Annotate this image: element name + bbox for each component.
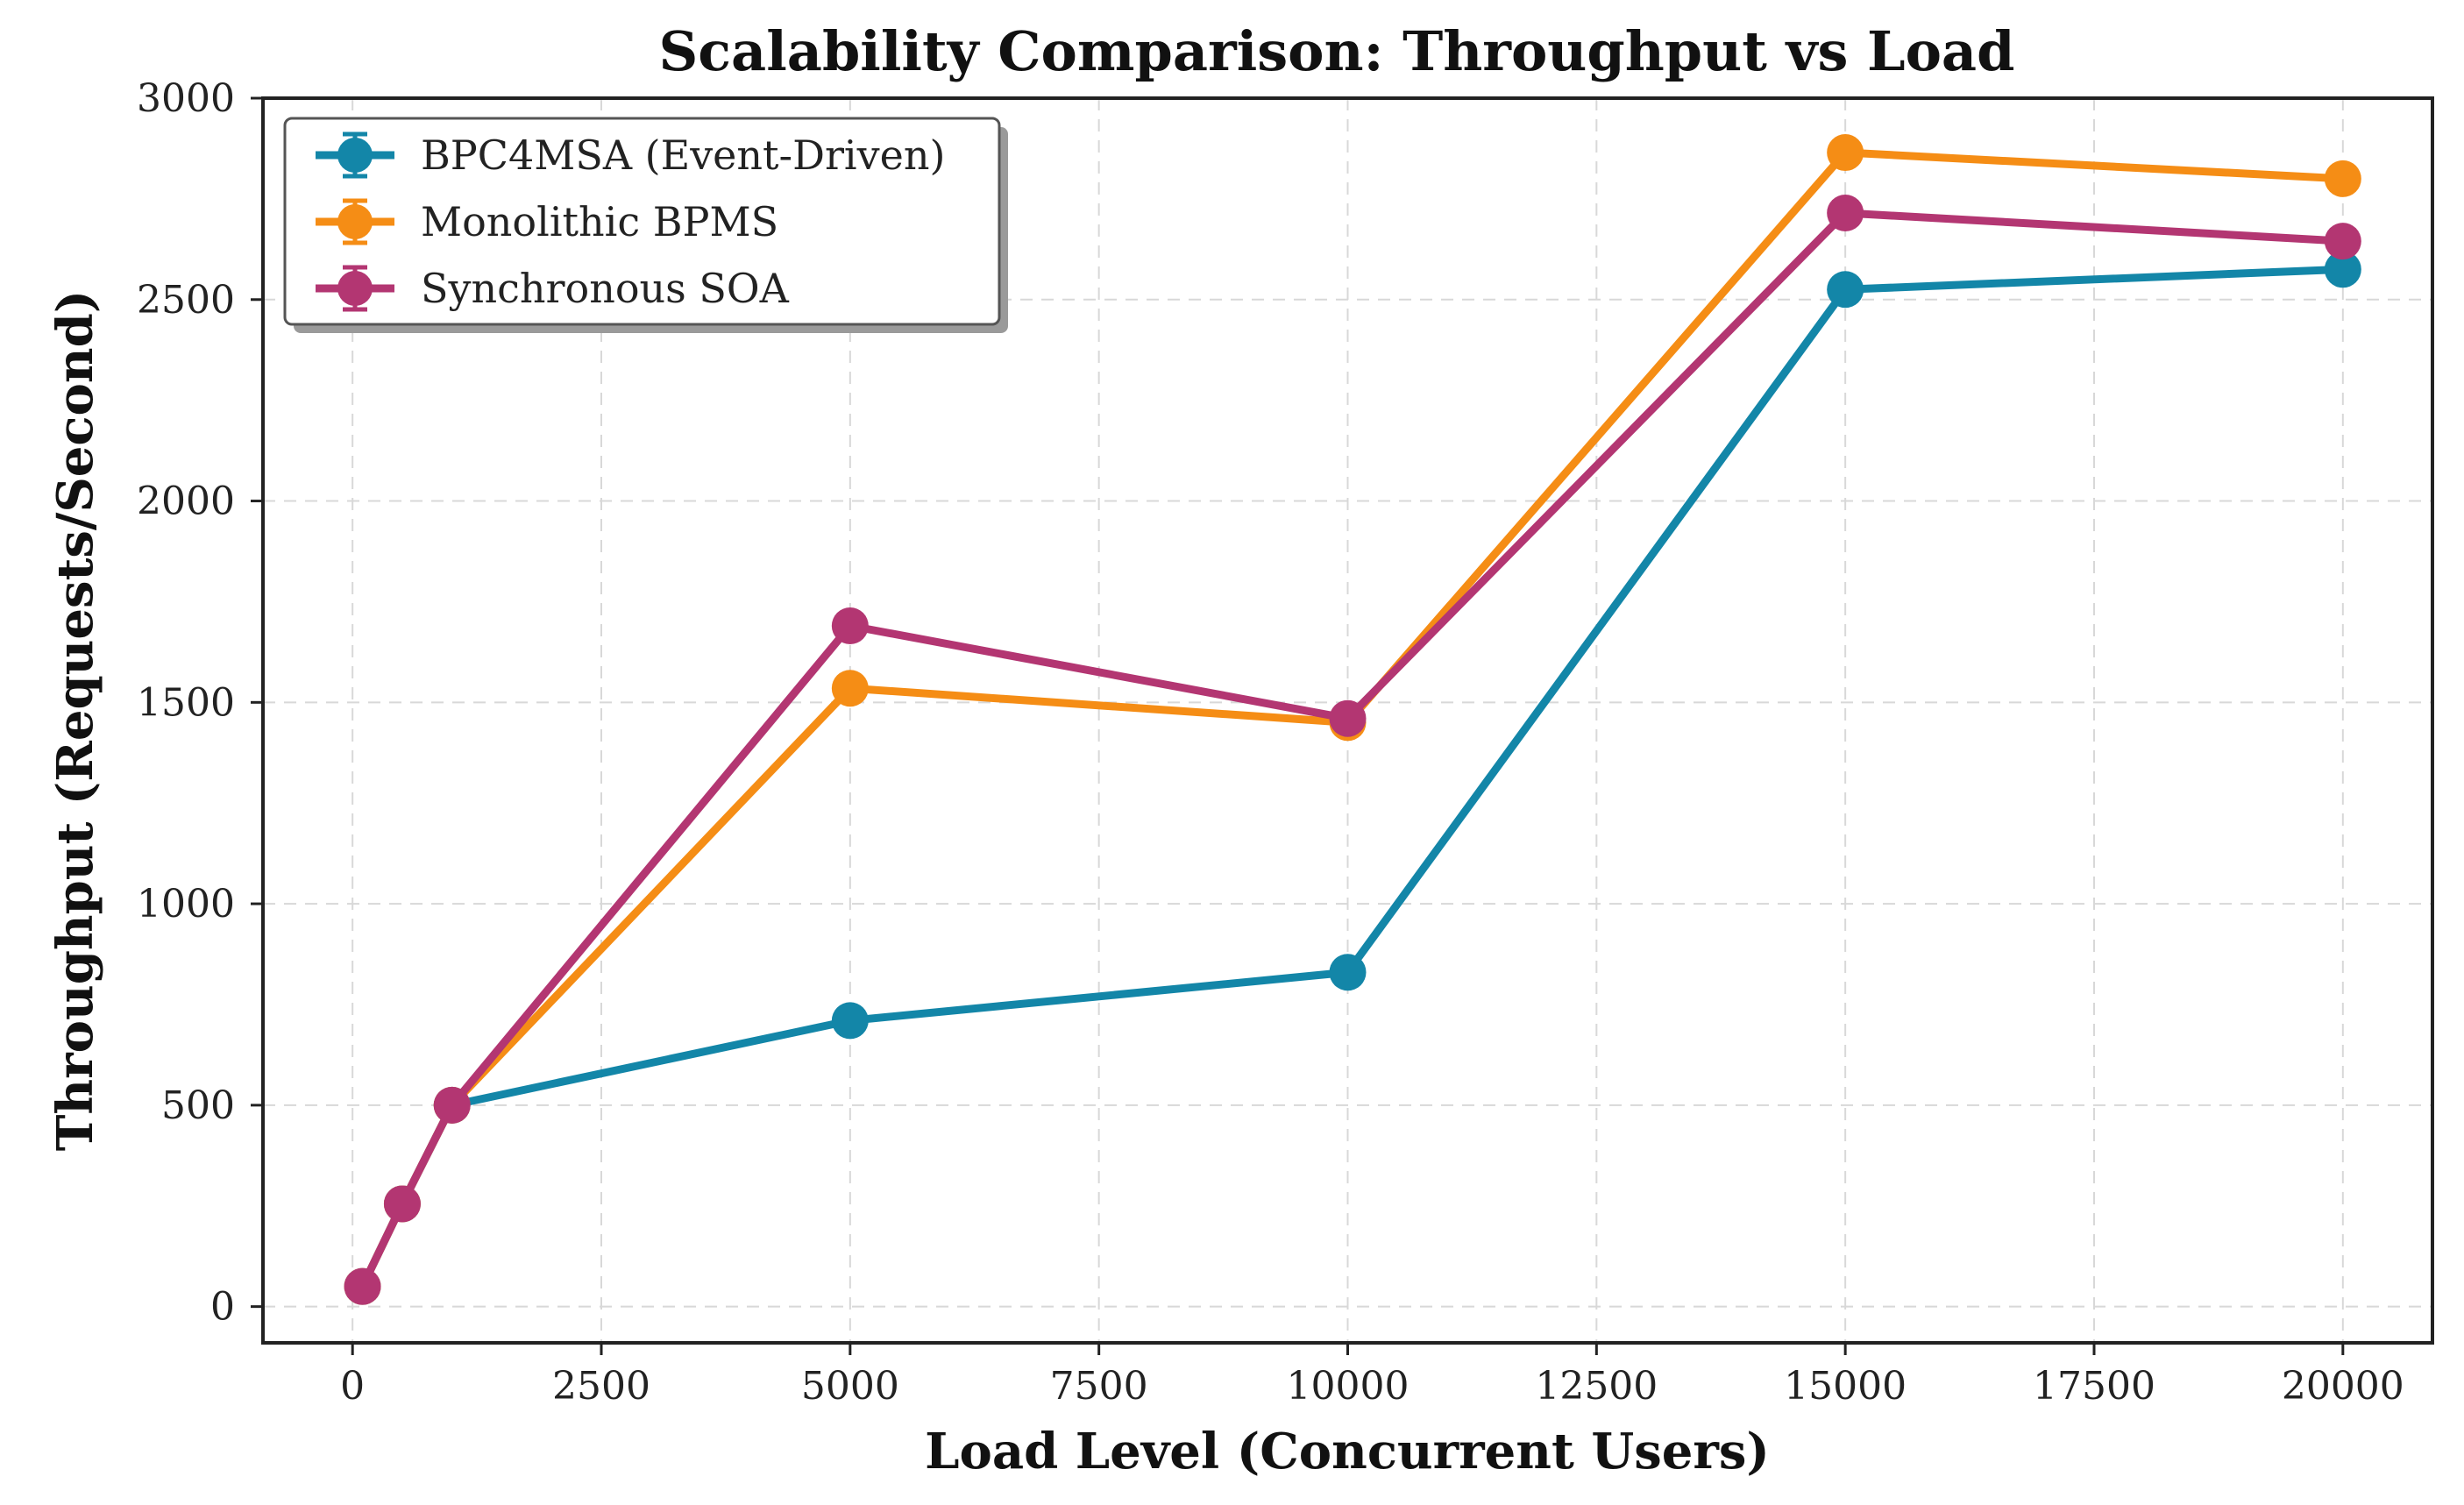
data-point [1827,194,1864,231]
data-point [1329,699,1367,737]
y-axis-label: Throughput (Requests/Second) [46,290,104,1152]
data-point [383,1185,421,1223]
y-tick-label: 1000 [137,882,235,926]
data-point [344,1267,381,1305]
axis-ticks: 0 2500 5000 7500 10000 12500 15000 17500 20000 0 5… [137,76,2404,1409]
series-2 [344,194,2361,1305]
x-axis-label: Load Level (Concurrent Users) [925,1423,1770,1480]
legend-swatch-marker [337,138,373,173]
data-point [2324,251,2361,288]
x-tick-label: 15000 [1784,1364,1907,1409]
x-tick-label: 0 [340,1364,365,1409]
x-tick-label: 5000 [801,1364,899,1409]
x-tick-label: 2500 [552,1364,650,1409]
data-point [2324,223,2361,260]
x-tick-label: 20000 [2282,1364,2404,1409]
y-tick-label: 0 [210,1285,235,1330]
data-point [831,670,869,707]
legend-swatch-marker [337,271,373,306]
legend-label: Monolithic BPMS [421,198,778,245]
y-tick-label: 1500 [137,680,235,725]
legend-swatch-marker [337,204,373,239]
legend-box [283,117,1001,326]
y-tick-label: 3000 [137,76,235,121]
legend: BPC4MSA (Event-Driven) Monolithic BPMS Syn… [283,117,1008,333]
y-tick-label: 2500 [137,278,235,323]
series-layer [344,134,2361,1305]
data-point [1827,134,1864,172]
y-tick-label: 500 [161,1083,235,1128]
data-point [831,607,869,645]
x-tick-label: 17500 [2033,1364,2155,1409]
data-point [1827,271,1864,309]
legend-label: Synchronous SOA [421,265,790,312]
x-tick-label: 12500 [1535,1364,1658,1409]
data-point [831,1002,869,1040]
data-point [433,1086,471,1124]
legend-label: BPC4MSA (Event-Driven) [421,131,945,179]
chart-title: Scalability Comparison: Throughput vs Lo… [659,19,2015,83]
y-tick-label: 2000 [137,479,235,524]
x-tick-label: 10000 [1287,1364,1410,1409]
x-tick-label: 7500 [1050,1364,1148,1409]
data-point [1329,954,1367,991]
data-point [2324,160,2361,197]
